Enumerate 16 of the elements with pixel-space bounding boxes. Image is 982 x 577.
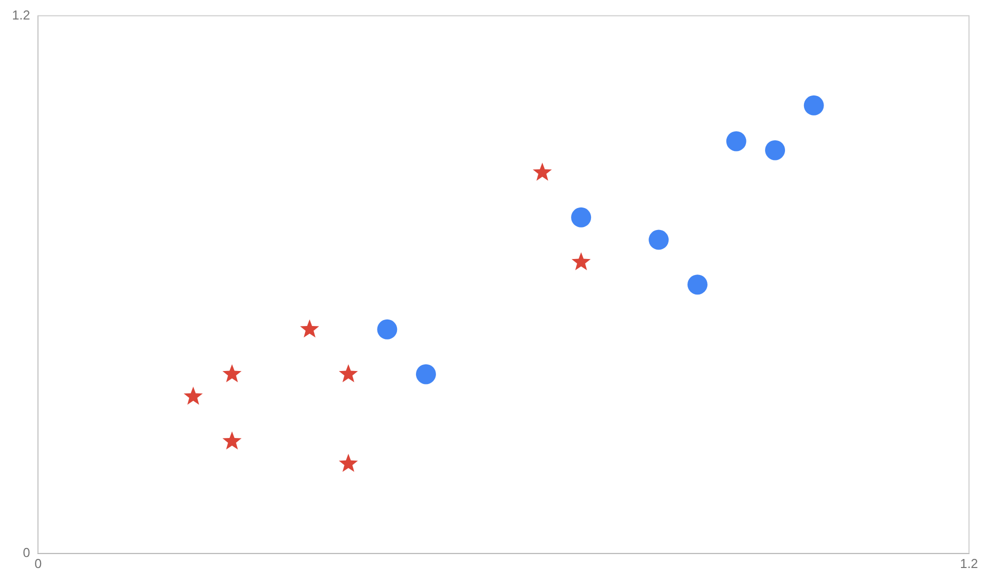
- point: [184, 386, 203, 405]
- point: [377, 319, 398, 340]
- point: [571, 207, 592, 228]
- point: [222, 431, 242, 450]
- point: [726, 131, 746, 152]
- point: [532, 162, 552, 181]
- point: [338, 364, 358, 382]
- point: [804, 95, 824, 116]
- point: [222, 364, 242, 382]
- point: [765, 140, 786, 160]
- point: [300, 319, 320, 338]
- point: [648, 230, 669, 250]
- point: [687, 274, 708, 295]
- point: [572, 252, 591, 270]
- point: [338, 454, 358, 472]
- point: [416, 364, 436, 384]
